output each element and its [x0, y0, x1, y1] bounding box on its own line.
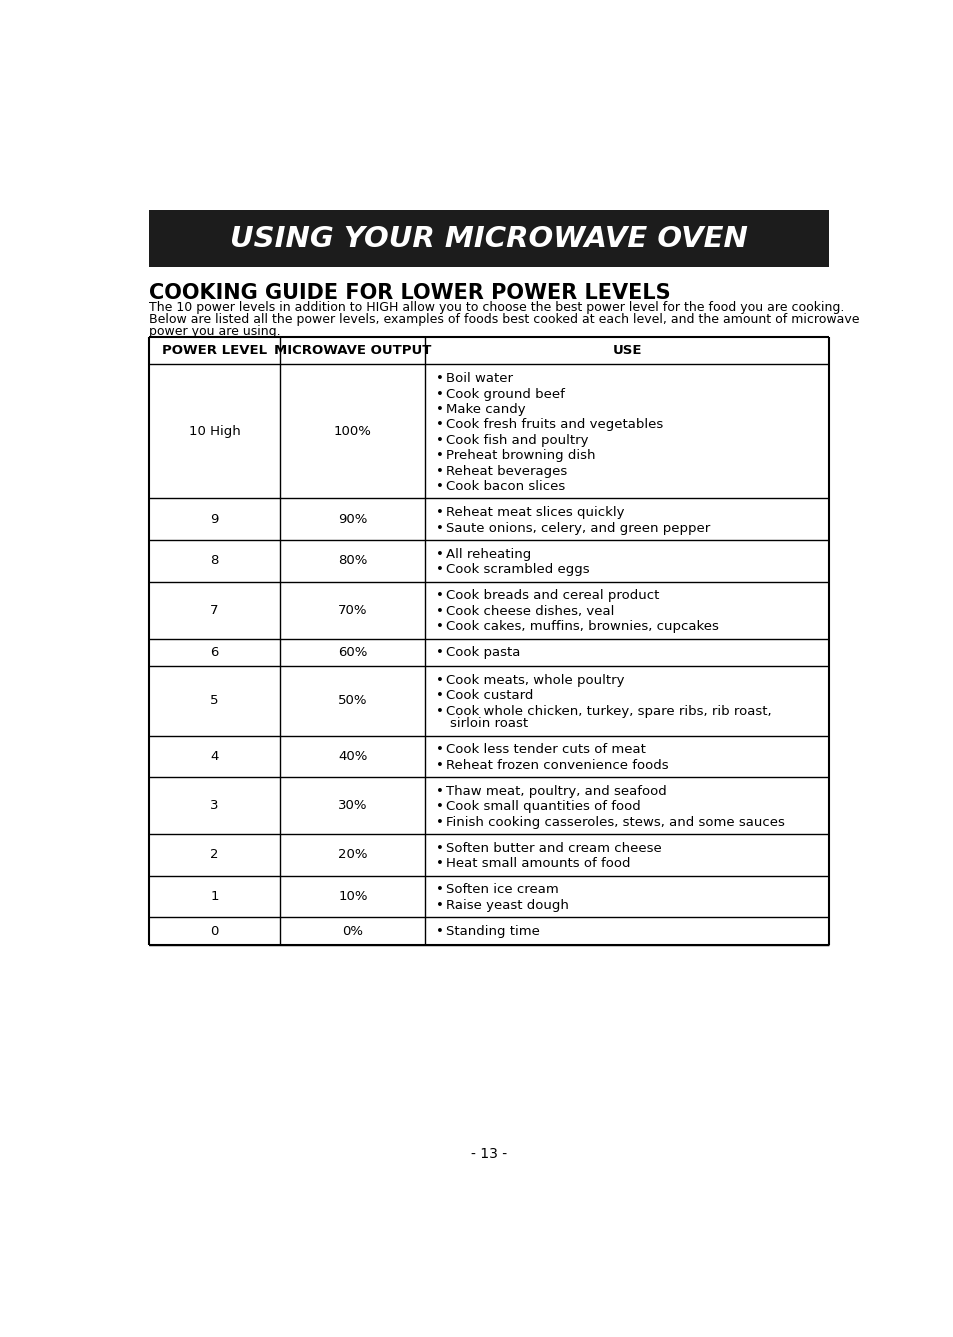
Text: Make candy: Make candy	[445, 402, 524, 416]
Text: •: •	[436, 898, 444, 912]
Text: 4: 4	[211, 750, 218, 763]
Text: •: •	[436, 674, 444, 687]
Text: Raise yeast dough: Raise yeast dough	[445, 898, 568, 912]
Text: Boil water: Boil water	[445, 372, 512, 385]
Text: 100%: 100%	[334, 425, 372, 439]
Text: Reheat beverages: Reheat beverages	[445, 464, 566, 477]
Text: Standing time: Standing time	[445, 925, 538, 939]
Text: 6: 6	[211, 646, 218, 659]
Text: Cook breads and cereal product: Cook breads and cereal product	[445, 590, 659, 603]
Text: 80%: 80%	[338, 555, 367, 567]
Text: POWER LEVEL: POWER LEVEL	[162, 344, 267, 357]
Text: •: •	[436, 705, 444, 718]
Text: •: •	[436, 402, 444, 416]
Text: Soften ice cream: Soften ice cream	[445, 884, 558, 897]
Text: Cook ground beef: Cook ground beef	[445, 388, 564, 401]
Text: Cook fresh fruits and vegetables: Cook fresh fruits and vegetables	[445, 418, 662, 432]
Text: Heat small amounts of food: Heat small amounts of food	[445, 857, 629, 870]
Text: Saute onions, celery, and green pepper: Saute onions, celery, and green pepper	[445, 521, 709, 535]
Text: Cook meats, whole poultry: Cook meats, whole poultry	[445, 674, 623, 687]
Text: 50%: 50%	[337, 694, 367, 707]
Text: Thaw meat, poultry, and seafood: Thaw meat, poultry, and seafood	[445, 785, 665, 798]
Text: •: •	[436, 801, 444, 813]
Text: •: •	[436, 690, 444, 702]
Text: 2: 2	[210, 849, 218, 861]
Text: 0%: 0%	[342, 925, 363, 937]
Text: sirloin roast: sirloin roast	[450, 717, 528, 730]
Text: •: •	[436, 464, 444, 477]
Text: •: •	[436, 925, 444, 939]
Text: Soften butter and cream cheese: Soften butter and cream cheese	[445, 842, 660, 854]
Text: 10%: 10%	[337, 890, 367, 902]
Text: Cook pasta: Cook pasta	[445, 646, 519, 659]
Text: 10 High: 10 High	[189, 425, 240, 439]
Text: •: •	[436, 785, 444, 798]
Text: 70%: 70%	[337, 603, 367, 616]
Text: 7: 7	[210, 603, 218, 616]
Text: Cook fish and poultry: Cook fish and poultry	[445, 433, 587, 447]
Text: 90%: 90%	[338, 513, 367, 525]
Text: •: •	[436, 521, 444, 535]
Text: USING YOUR MICROWAVE OVEN: USING YOUR MICROWAVE OVEN	[230, 225, 747, 253]
Text: Cook small quantities of food: Cook small quantities of food	[445, 801, 639, 813]
Text: 5: 5	[210, 694, 218, 707]
Text: Below are listed all the power levels, examples of foods best cooked at each lev: Below are listed all the power levels, e…	[149, 313, 859, 326]
Text: •: •	[436, 449, 444, 463]
Text: •: •	[436, 563, 444, 576]
Text: •: •	[436, 433, 444, 447]
Text: 1: 1	[210, 890, 218, 902]
Bar	[149, 210, 828, 267]
Text: Reheat frozen convenience foods: Reheat frozen convenience foods	[445, 758, 667, 771]
Text: •: •	[436, 418, 444, 432]
Text: •: •	[436, 548, 444, 560]
Text: •: •	[436, 743, 444, 757]
Text: •: •	[436, 507, 444, 519]
Text: 9: 9	[211, 513, 218, 525]
Text: Cook scrambled eggs: Cook scrambled eggs	[445, 563, 589, 576]
Text: •: •	[436, 604, 444, 618]
Text: Cook cakes, muffins, brownies, cupcakes: Cook cakes, muffins, brownies, cupcakes	[445, 620, 718, 634]
Text: 40%: 40%	[338, 750, 367, 763]
Text: •: •	[436, 388, 444, 401]
Text: The 10 power levels in addition to HIGH allow you to choose the best power level: The 10 power levels in addition to HIGH …	[149, 301, 843, 314]
Text: Preheat browning dish: Preheat browning dish	[445, 449, 595, 463]
Text: •: •	[436, 842, 444, 854]
Text: •: •	[436, 646, 444, 659]
Text: 3: 3	[210, 800, 218, 812]
Text: Finish cooking casseroles, stews, and some sauces: Finish cooking casseroles, stews, and so…	[445, 816, 783, 829]
Text: •: •	[436, 884, 444, 897]
Text: COOKING GUIDE FOR LOWER POWER LEVELS: COOKING GUIDE FOR LOWER POWER LEVELS	[149, 283, 670, 303]
Text: 0: 0	[211, 925, 218, 937]
Text: 8: 8	[211, 555, 218, 567]
Text: 20%: 20%	[337, 849, 367, 861]
Text: •: •	[436, 816, 444, 829]
Text: •: •	[436, 372, 444, 385]
Text: Reheat meat slices quickly: Reheat meat slices quickly	[445, 507, 623, 519]
Text: •: •	[436, 857, 444, 870]
Text: power you are using.: power you are using.	[149, 325, 280, 338]
Text: Cook whole chicken, turkey, spare ribs, rib roast,: Cook whole chicken, turkey, spare ribs, …	[445, 705, 770, 718]
Text: - 13 -: - 13 -	[471, 1147, 506, 1161]
Text: •: •	[436, 590, 444, 603]
Text: Cook less tender cuts of meat: Cook less tender cuts of meat	[445, 743, 645, 757]
Text: MICROWAVE OUTPUT: MICROWAVE OUTPUT	[274, 344, 431, 357]
Text: 60%: 60%	[338, 646, 367, 659]
Text: Cook bacon slices: Cook bacon slices	[445, 480, 564, 493]
Text: USE: USE	[612, 344, 641, 357]
Text: •: •	[436, 480, 444, 493]
Text: 30%: 30%	[337, 800, 367, 812]
Text: •: •	[436, 758, 444, 771]
Text: All reheating: All reheating	[445, 548, 530, 560]
Text: Cook custard: Cook custard	[445, 690, 533, 702]
Text: Cook cheese dishes, veal: Cook cheese dishes, veal	[445, 604, 614, 618]
Text: •: •	[436, 620, 444, 634]
